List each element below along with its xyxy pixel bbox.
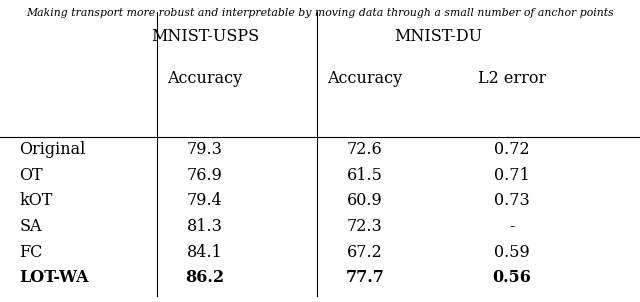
Text: -: - [509, 218, 515, 235]
Text: MNIST-USPS: MNIST-USPS [151, 28, 259, 45]
Text: 0.59: 0.59 [494, 244, 530, 261]
Text: Accuracy: Accuracy [327, 70, 403, 87]
Text: 81.3: 81.3 [187, 218, 223, 235]
Text: 79.3: 79.3 [187, 141, 223, 158]
Text: 0.56: 0.56 [493, 269, 531, 286]
Text: 77.7: 77.7 [346, 269, 384, 286]
Text: FC: FC [19, 244, 43, 261]
Text: 86.2: 86.2 [185, 269, 225, 286]
Text: 60.9: 60.9 [347, 192, 383, 209]
Text: L2 error: L2 error [478, 70, 546, 87]
Text: OT: OT [19, 167, 43, 184]
Text: 72.6: 72.6 [347, 141, 383, 158]
Text: 67.2: 67.2 [347, 244, 383, 261]
Text: 0.73: 0.73 [494, 192, 530, 209]
Text: LOT-WA: LOT-WA [19, 269, 89, 286]
Text: 0.71: 0.71 [494, 167, 530, 184]
Text: SA: SA [19, 218, 42, 235]
Text: 84.1: 84.1 [187, 244, 223, 261]
Text: 72.3: 72.3 [347, 218, 383, 235]
Text: Accuracy: Accuracy [167, 70, 243, 87]
Text: 79.4: 79.4 [187, 192, 223, 209]
Text: Making transport more robust and interpretable by moving data through a small nu: Making transport more robust and interpr… [26, 8, 614, 18]
Text: 0.72: 0.72 [494, 141, 530, 158]
Text: MNIST-DU: MNIST-DU [394, 28, 483, 45]
Text: Original: Original [19, 141, 86, 158]
Text: kOT: kOT [19, 192, 52, 209]
Text: 76.9: 76.9 [187, 167, 223, 184]
Text: 61.5: 61.5 [347, 167, 383, 184]
